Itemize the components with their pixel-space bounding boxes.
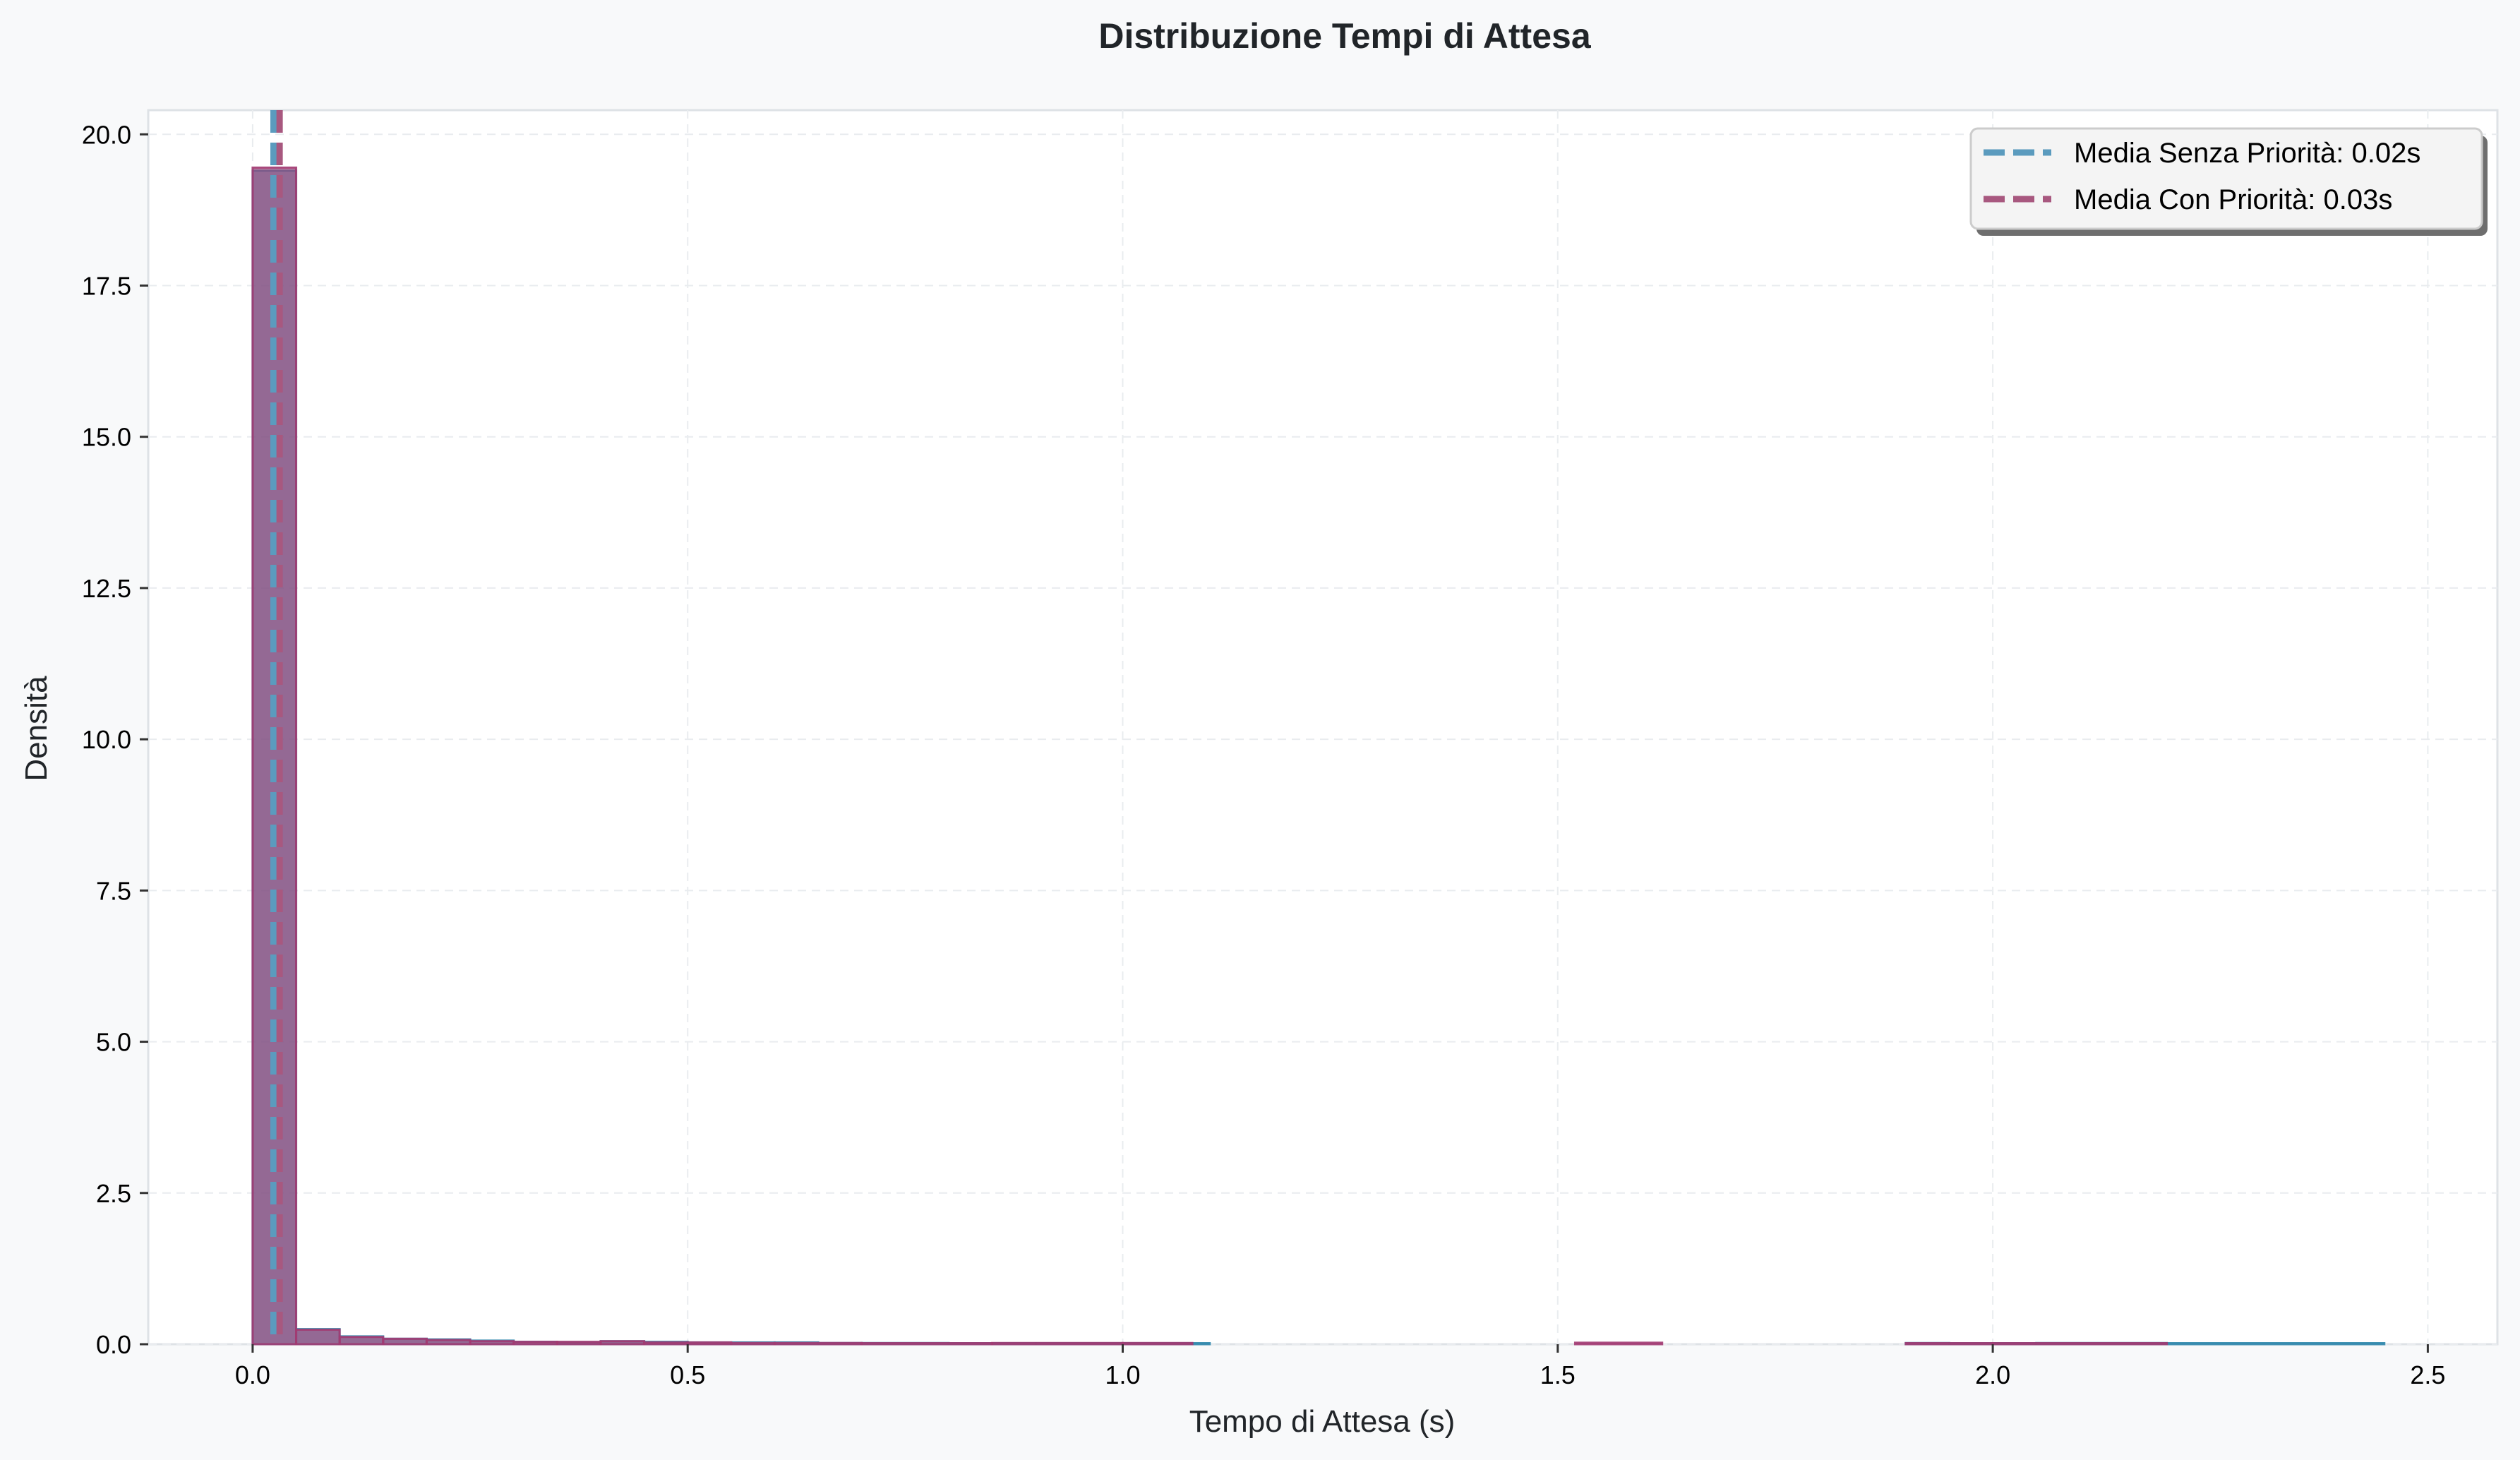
histogram-bar [512, 1341, 558, 1346]
y-tick-label: 15.0 [82, 423, 131, 452]
y-tick-label: 20.0 [82, 120, 131, 149]
histogram-bar [338, 1336, 385, 1346]
histogram-bar [556, 1341, 602, 1346]
x-axis-ticks: 0.0 0.5 1.0 1.5 2.0 2.5 [235, 1344, 2445, 1389]
x-tick-label: 2.5 [2410, 1360, 2445, 1389]
x-tick-label: 1.5 [1540, 1360, 1576, 1389]
histogram-bar [991, 1341, 1124, 1346]
plot-area [147, 109, 2499, 1346]
histogram-bar [1122, 1341, 1194, 1346]
histogram-bar [469, 1340, 515, 1346]
y-axis-label: Densità [19, 676, 54, 782]
y-tick-label: 2.5 [96, 1179, 131, 1208]
histogram-bars [251, 166, 2386, 1346]
histogram-bar [860, 1342, 994, 1346]
histogram-bar [1904, 1342, 1994, 1346]
histogram-bar [251, 166, 298, 1346]
chart-title: Distribuzione Tempi di Attesa [1098, 16, 1591, 56]
x-tick-label: 0.0 [235, 1360, 270, 1389]
mean-lines [270, 110, 283, 1344]
legend-box [1969, 127, 2483, 230]
histogram-bar [2166, 1342, 2386, 1346]
histogram-bar [1991, 1342, 2168, 1346]
y-tick-label: 10.0 [82, 725, 131, 754]
histogram-bar [425, 1339, 472, 1346]
histogram-bar [1573, 1341, 1664, 1346]
x-tick-label: 2.0 [1975, 1360, 2010, 1389]
histogram-bar [599, 1340, 646, 1346]
histogram-bar [686, 1341, 733, 1346]
legend-label-con-priorita: Media Con Priorità: 0.03s [2074, 184, 2392, 215]
y-tick-label: 7.5 [96, 876, 131, 905]
x-tick-label: 0.5 [670, 1360, 705, 1389]
histogram-bar [295, 1328, 341, 1346]
legend: Media Senza Priorità: 0.02s Media Con Pr… [1969, 127, 2488, 236]
histogram-bar [730, 1341, 776, 1346]
y-tick-label: 17.5 [82, 271, 131, 300]
y-tick-label: 12.5 [82, 574, 131, 603]
histogram-bar [382, 1337, 428, 1346]
legend-label-senza-priorita: Media Senza Priorità: 0.02s [2074, 138, 2420, 169]
y-tick-label: 5.0 [96, 1028, 131, 1057]
x-tick-label: 1.0 [1105, 1360, 1140, 1389]
histogram-bar [773, 1341, 863, 1346]
histogram-bar [643, 1341, 689, 1346]
x-axis-label: Tempo di Attesa (s) [1189, 1404, 1456, 1439]
y-axis-ticks: 0.0 2.5 5.0 7.5 10.0 12.5 15.0 17.5 20.0 [82, 120, 148, 1359]
y-tick-label: 0.0 [96, 1330, 131, 1359]
